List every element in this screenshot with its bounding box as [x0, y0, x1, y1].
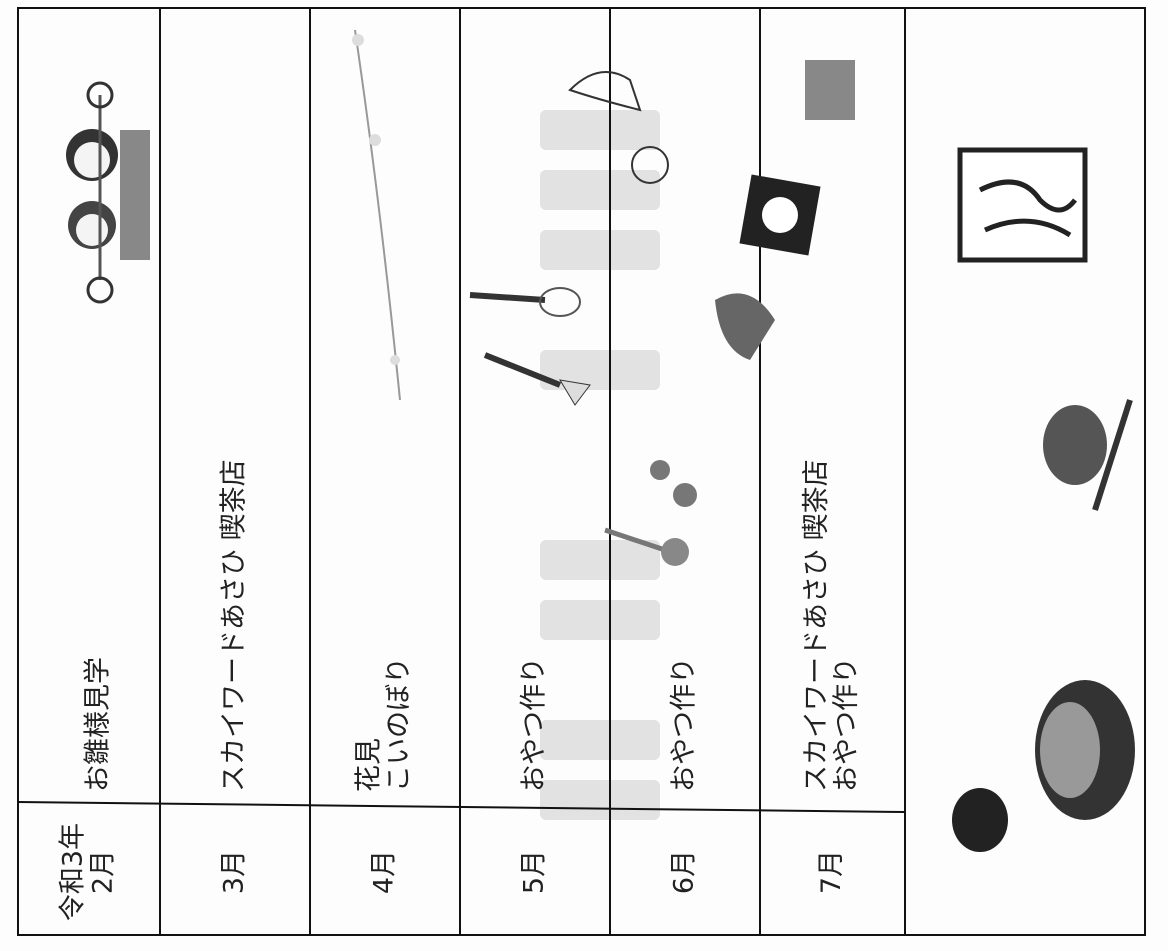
month-label: 3月 — [219, 850, 250, 894]
activity-text: 花見 — [354, 738, 385, 792]
month-label: 4月 — [369, 850, 400, 894]
hina-dolls — [66, 81, 150, 304]
activity-text: こいのぼり — [384, 657, 415, 792]
activity-text: お雛様見学 — [83, 657, 114, 792]
activity-text: おやつ作り — [519, 657, 550, 792]
month-label: 2月 — [88, 850, 119, 894]
activity-text: スカイワードあさひ 喫茶店 — [219, 459, 250, 792]
table-frame — [17, 7, 1146, 936]
flower-branch — [352, 29, 401, 401]
activity-text: おやつ作り — [831, 657, 862, 792]
cooking-tools — [469, 71, 697, 566]
show-through — [540, 110, 660, 820]
activity-text: スカイワードあさひ 喫茶店 — [801, 459, 832, 792]
month-label: 5月 — [519, 850, 550, 894]
kitchen-scale — [715, 60, 855, 360]
table-cells: 令和3年 2月 お雛様見学 3月 スカイワードあさひ 喫茶店 4月 花見 こいのぼり 5月 おやつ… — [58, 459, 863, 921]
activity-text: おやつ作り — [669, 657, 700, 792]
month-label: 6月 — [669, 850, 700, 894]
month-label: 令和3年 — [58, 823, 89, 921]
tea-illustrations — [952, 147, 1135, 852]
month-label: 7月 — [816, 850, 847, 894]
